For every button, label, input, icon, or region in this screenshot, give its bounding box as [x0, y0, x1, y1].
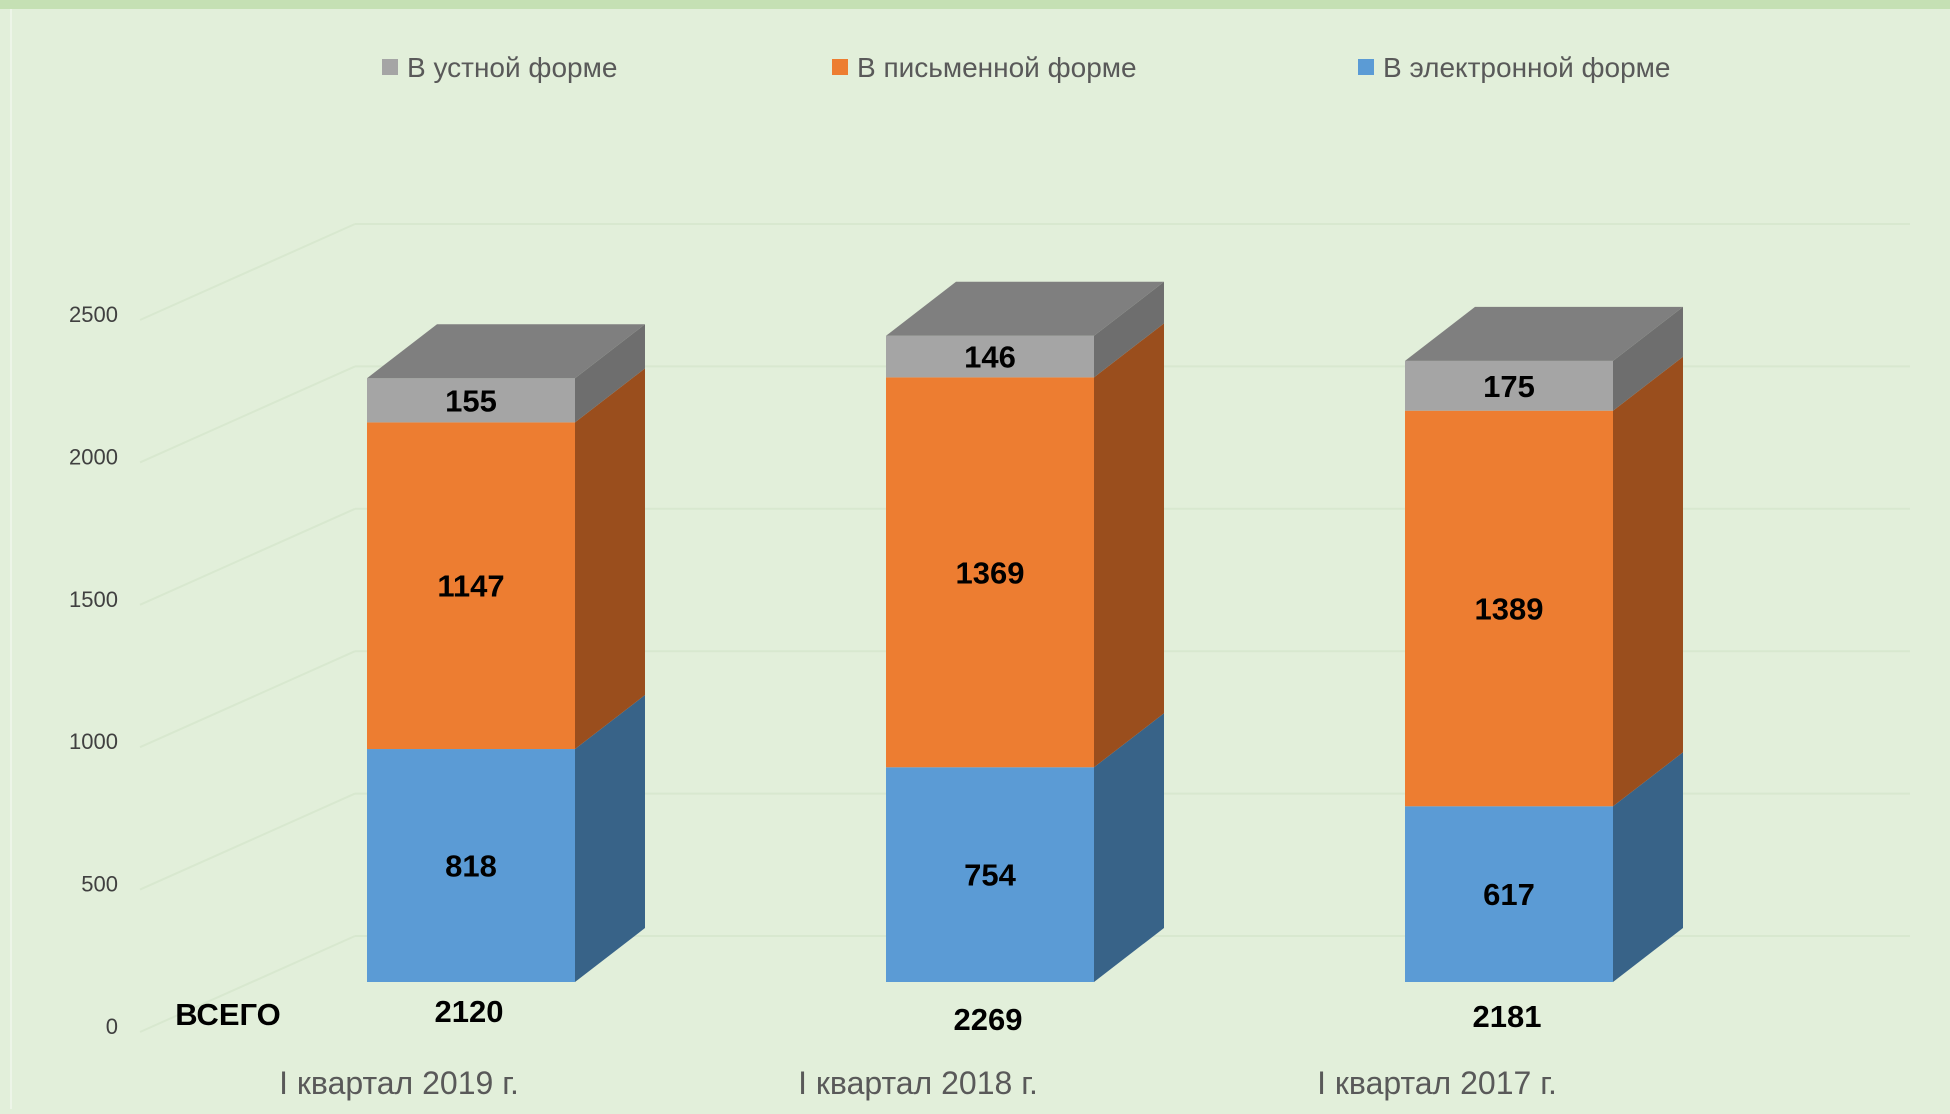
bar-segment — [367, 422, 575, 750]
data-label: 617 — [1483, 877, 1535, 912]
bar-segment — [1405, 410, 1613, 807]
legend-label: В письменной форме — [857, 52, 1137, 83]
bar-side-0-1 — [1094, 713, 1164, 982]
gridline-wall-2 — [139, 650, 356, 749]
gridline-wall-3 — [139, 507, 356, 606]
bar-top-2 — [1405, 306, 1683, 361]
y-tick-label: 1000 — [69, 729, 118, 754]
legend-label: В устной форме — [407, 52, 617, 83]
legend-label: В электронной форме — [1383, 52, 1671, 83]
bar-segment — [1405, 806, 1613, 982]
bar-side-1-2 — [1613, 356, 1683, 807]
y-tick-label: 1500 — [69, 587, 118, 612]
totals-label: ВСЕГО — [175, 997, 281, 1032]
x-tick-label: I квартал 2019 г. — [279, 1065, 519, 1101]
plot-frame-left-edge — [10, 9, 12, 1109]
bar-segment — [367, 749, 575, 982]
data-labels: 818 1147 155 754 1369 146 617 1389 175 — [437, 340, 1543, 913]
bar-side-2-2 — [1613, 306, 1683, 411]
x-axis: I квартал 2019 г. I квартал 2018 г. I квар… — [279, 1065, 1557, 1101]
data-label: 1147 — [437, 569, 504, 604]
total-value: 2120 — [435, 994, 504, 1029]
x-tick-label: I квартал 2018 г. — [798, 1065, 1038, 1101]
bar-side-2-1 — [1094, 281, 1164, 378]
bars — [367, 281, 1683, 982]
y-tick-label: 2000 — [69, 444, 118, 469]
gridline-wall-5 — [139, 223, 356, 321]
data-label: 754 — [964, 858, 1016, 893]
data-label: 1389 — [1475, 591, 1544, 626]
legend-swatch — [1358, 59, 1374, 75]
bar-segment — [367, 378, 575, 423]
gridline-wall-0 — [139, 935, 356, 1033]
data-label: 175 — [1483, 369, 1535, 404]
legend-swatch — [832, 59, 848, 75]
bar-segment — [1405, 360, 1613, 411]
bar-side-2-0 — [575, 324, 645, 423]
y-tick-label: 2500 — [69, 302, 118, 327]
chart-top-border — [0, 0, 1950, 9]
bar-side-0-0 — [575, 695, 645, 982]
data-label: 818 — [445, 849, 497, 884]
y-axis: 0 500 1000 1500 2000 2500 — [69, 302, 118, 1039]
bar-side-1-0 — [575, 368, 645, 750]
bar-side-0-2 — [1613, 752, 1683, 982]
data-label: 146 — [964, 340, 1016, 375]
legend: В устной форме В письменной форме В электр… — [382, 52, 1671, 83]
bar-top-0 — [367, 324, 645, 379]
bar-segment — [886, 377, 1094, 768]
data-label: 1369 — [956, 555, 1025, 590]
x-tick-label: I квартал 2017 г. — [1317, 1065, 1557, 1101]
data-label: 155 — [445, 383, 497, 418]
bar-top-1 — [886, 281, 1164, 336]
bar-side-1-1 — [1094, 323, 1164, 768]
legend-swatch — [382, 59, 398, 75]
y-tick-label: 500 — [81, 872, 118, 897]
y-tick-label: 0 — [106, 1014, 118, 1039]
total-value: 2269 — [954, 1002, 1023, 1037]
total-value: 2181 — [1473, 999, 1542, 1034]
bar-segment — [886, 335, 1094, 378]
bar-segment — [886, 767, 1094, 982]
gridline-wall-4 — [139, 365, 356, 464]
gridline-wall-1 — [139, 792, 356, 891]
totals-row: ВСЕГО 2120 2269 2181 — [175, 994, 1541, 1037]
